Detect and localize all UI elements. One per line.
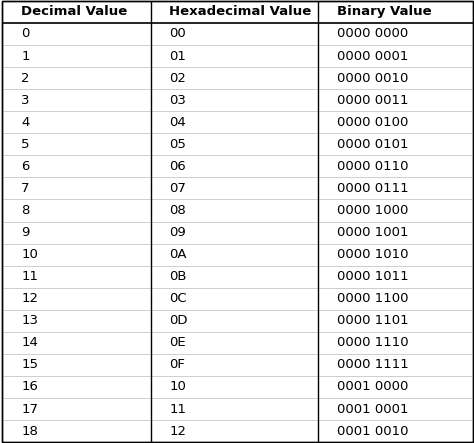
Text: 0000 0001: 0000 0001: [337, 50, 408, 62]
Text: 0000 1001: 0000 1001: [337, 226, 408, 239]
Text: 0000 0010: 0000 0010: [337, 72, 408, 85]
Text: 05: 05: [170, 138, 186, 151]
Text: Hexadecimal Value: Hexadecimal Value: [170, 5, 312, 19]
Text: 0000 0101: 0000 0101: [337, 138, 408, 151]
Text: 9: 9: [21, 226, 29, 239]
Text: 0: 0: [21, 27, 29, 40]
Text: 0B: 0B: [170, 270, 187, 283]
Text: Binary Value: Binary Value: [337, 5, 431, 19]
Text: 12: 12: [21, 292, 38, 305]
Text: 07: 07: [170, 182, 186, 195]
Text: 8: 8: [21, 204, 29, 217]
Text: 01: 01: [170, 50, 186, 62]
Text: 0000 1110: 0000 1110: [337, 336, 408, 350]
Text: 04: 04: [170, 116, 186, 129]
Text: 0C: 0C: [170, 292, 187, 305]
Text: 2: 2: [21, 72, 30, 85]
Text: 0000 1011: 0000 1011: [337, 270, 408, 283]
Text: 0001 0001: 0001 0001: [337, 403, 408, 416]
Text: 0000 1111: 0000 1111: [337, 358, 408, 371]
Text: 7: 7: [21, 182, 30, 195]
Text: 00: 00: [170, 27, 186, 40]
Text: 03: 03: [170, 93, 186, 107]
Text: 11: 11: [21, 270, 38, 283]
Text: 0001 0010: 0001 0010: [337, 424, 408, 438]
Text: 0000 1100: 0000 1100: [337, 292, 408, 305]
Text: 14: 14: [21, 336, 38, 350]
Text: 06: 06: [170, 160, 186, 173]
Text: 0000 0111: 0000 0111: [337, 182, 408, 195]
Text: 17: 17: [21, 403, 38, 416]
Text: 4: 4: [21, 116, 29, 129]
Text: 0000 0000: 0000 0000: [337, 27, 408, 40]
Text: 12: 12: [170, 424, 186, 438]
Text: 0000 1010: 0000 1010: [337, 248, 408, 261]
Text: 0000 0011: 0000 0011: [337, 93, 408, 107]
Text: 09: 09: [170, 226, 186, 239]
Text: 0E: 0E: [170, 336, 186, 350]
Text: Decimal Value: Decimal Value: [21, 5, 128, 19]
Text: 18: 18: [21, 424, 38, 438]
Text: 3: 3: [21, 93, 30, 107]
Text: 0A: 0A: [170, 248, 187, 261]
Text: 16: 16: [21, 381, 38, 393]
Text: 0000 0100: 0000 0100: [337, 116, 408, 129]
Text: 0000 0110: 0000 0110: [337, 160, 408, 173]
Text: 0F: 0F: [170, 358, 185, 371]
Text: 0D: 0D: [170, 314, 188, 327]
Text: 02: 02: [170, 72, 186, 85]
Text: 6: 6: [21, 160, 29, 173]
Text: 0000 1101: 0000 1101: [337, 314, 408, 327]
Text: 13: 13: [21, 314, 38, 327]
Text: 11: 11: [170, 403, 186, 416]
Text: 1: 1: [21, 50, 30, 62]
Text: 15: 15: [21, 358, 38, 371]
Text: 08: 08: [170, 204, 186, 217]
Text: 5: 5: [21, 138, 30, 151]
Text: 0001 0000: 0001 0000: [337, 381, 408, 393]
Text: 10: 10: [170, 381, 186, 393]
Text: 10: 10: [21, 248, 38, 261]
Text: 0000 1000: 0000 1000: [337, 204, 408, 217]
